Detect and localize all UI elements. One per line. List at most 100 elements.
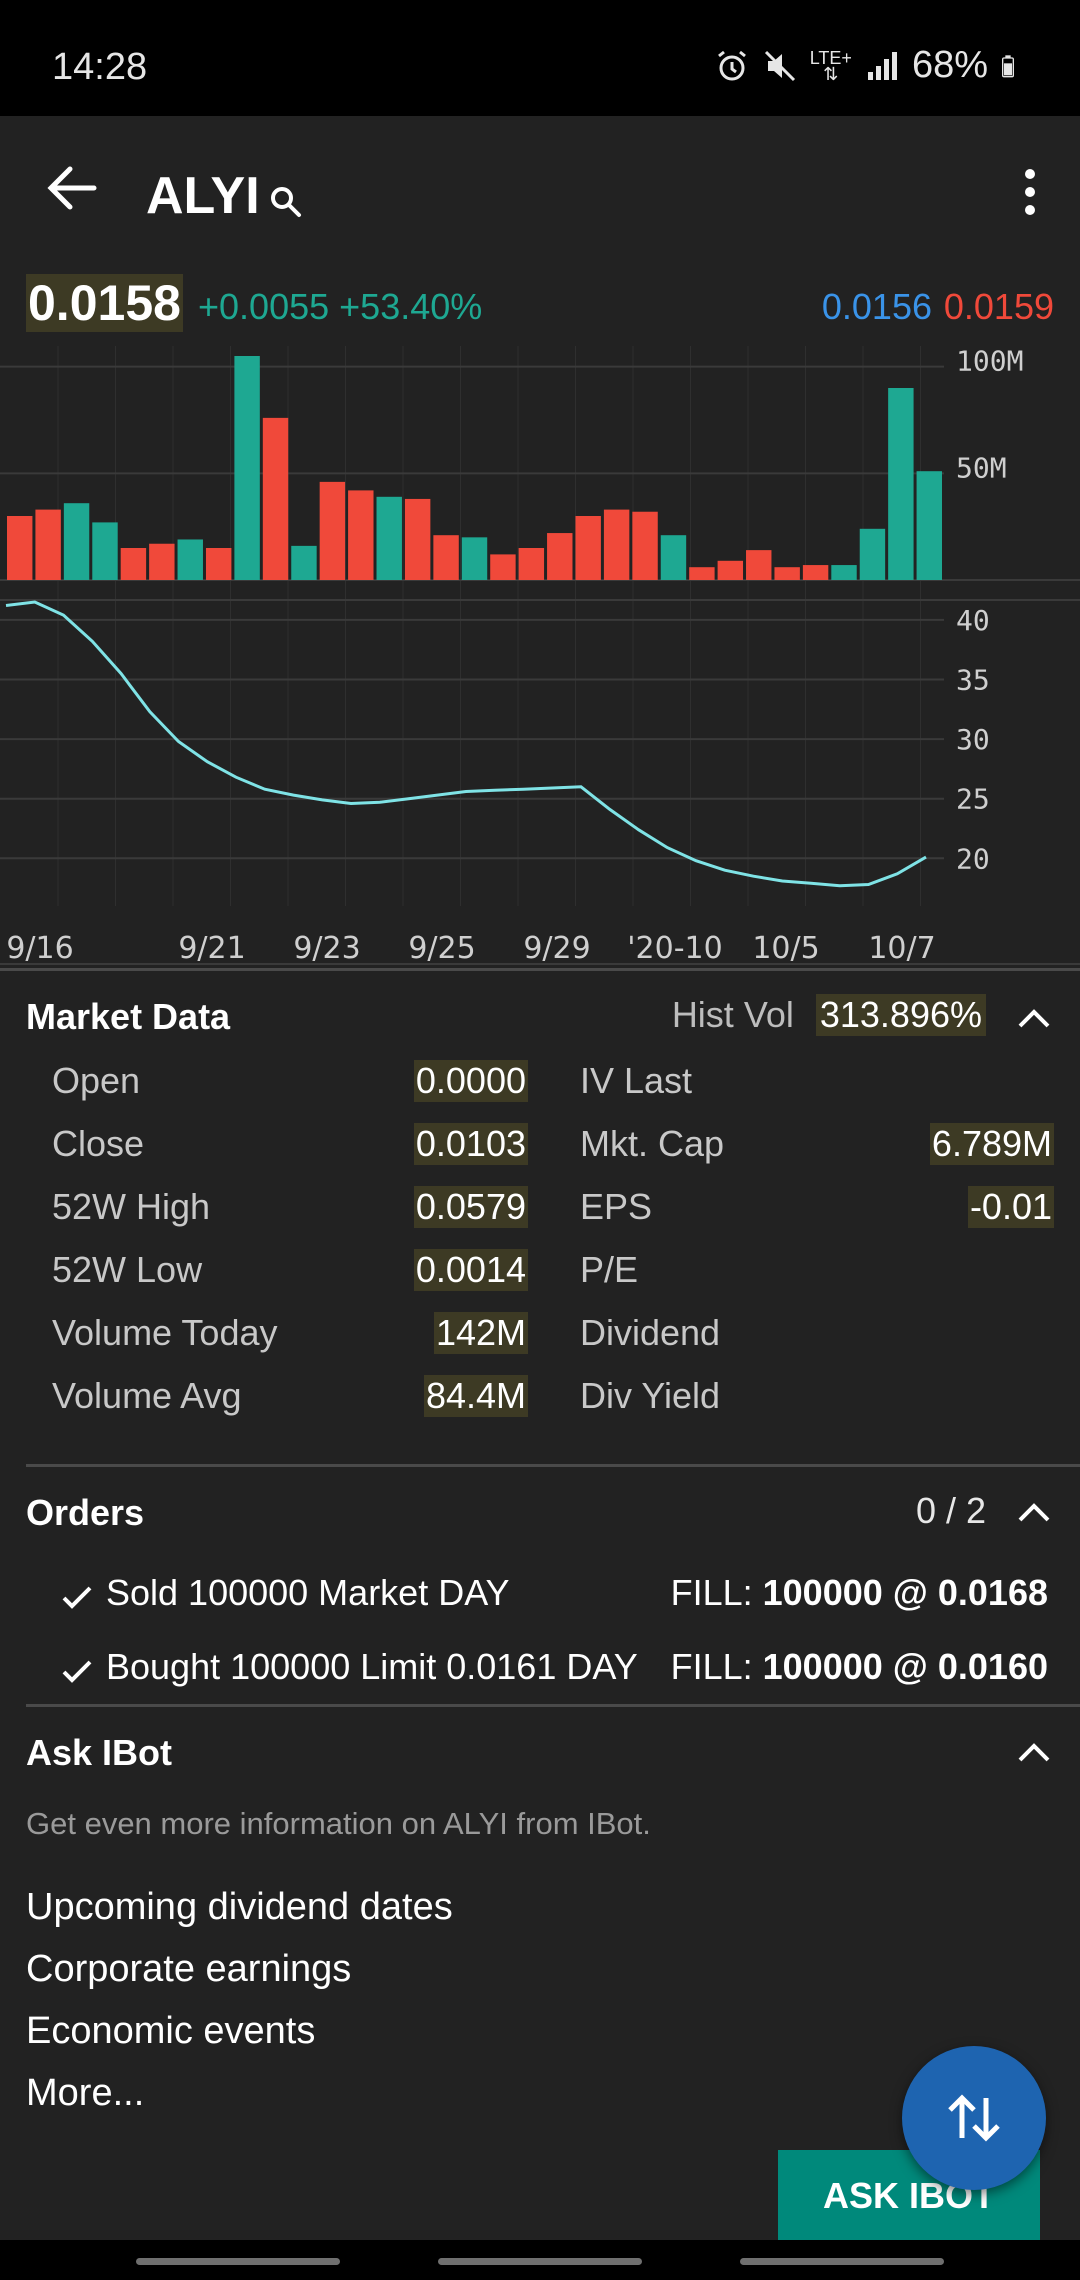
volume-bar — [461, 537, 488, 580]
volume-bar — [575, 516, 601, 580]
chevron-up-icon[interactable] — [1012, 996, 1056, 1040]
metric-value: 6.789M — [929, 1123, 1054, 1165]
status-icons: LTE+ ⇅ 68% — [714, 44, 1024, 87]
check-icon — [62, 1660, 92, 1683]
volume-bar — [205, 548, 232, 580]
volume-bar — [632, 511, 658, 580]
volume-bar — [376, 496, 402, 580]
market-data-row: Volume Today 142M Dividend — [0, 1312, 1080, 1374]
metric-label: 52W High — [52, 1186, 211, 1227]
volume-bar — [92, 522, 118, 580]
quote-bar: 0.0158 +0.0055 +53.40% 0.0156 0.0159 — [0, 266, 1080, 346]
divider — [26, 1464, 1080, 1467]
volume-bar — [603, 509, 630, 580]
metric-value: 0.0579 — [413, 1186, 528, 1228]
arrow-left-icon[interactable] — [40, 156, 104, 220]
volume-bar — [262, 417, 289, 580]
ibot-subtitle: Get even more information on ALYI from I… — [26, 1806, 651, 1841]
market-data-title[interactable]: Market Data — [26, 996, 231, 1037]
symbol-title[interactable]: ALYI — [146, 167, 260, 225]
chevron-up-icon[interactable] — [1012, 1730, 1056, 1774]
orders-title[interactable]: Orders — [26, 1492, 145, 1533]
volume-bar — [149, 543, 175, 580]
metric-label: Volume Avg — [52, 1375, 242, 1416]
volume-bar — [319, 481, 346, 580]
market-data-row: Close 0.0103 Mkt. Cap 6.789M — [0, 1123, 1080, 1185]
nav-home[interactable] — [438, 2258, 642, 2265]
hist-vol-value: 313.896% — [815, 994, 986, 1036]
metric-label: Open — [52, 1060, 141, 1101]
swap-vert-icon — [948, 2094, 1000, 2142]
metric-label: EPS — [580, 1186, 653, 1227]
volume-bar — [177, 539, 203, 580]
volume-bar — [35, 509, 61, 580]
volume-bar — [660, 535, 687, 580]
volume-bar — [547, 533, 573, 580]
ibot-link-economic-events[interactable]: Economic events — [26, 2010, 316, 2052]
volume-tick-label: 100M — [956, 346, 1023, 378]
change-value: +0.0055 — [198, 286, 330, 327]
volume-bar — [234, 356, 260, 580]
order-row[interactable]: Bought 100000 Limit 0.0161 DAY FILL: 100… — [0, 1646, 1080, 1706]
order-fill: FILL: 100000 @ 0.0160 — [670, 1646, 1048, 1687]
hist-vol-label: Hist Vol — [671, 994, 794, 1035]
price-volume-chart[interactable]: 100M 50M 40 35 30 25 20 9/16 9/21 9/23 9/25 9/29 '20… — [0, 346, 1080, 970]
trade-fab-button[interactable] — [902, 2046, 1046, 2190]
divider — [0, 968, 1080, 971]
volume-bar — [802, 565, 829, 580]
price-tick-label: 30 — [956, 723, 990, 756]
ask-price: 0.0159 — [943, 286, 1054, 327]
chart-svg[interactable]: 100M 50M 40 35 30 25 20 9/16 9/21 9/23 9/25 9/29 '20… — [0, 346, 1080, 970]
alarm-icon — [717, 50, 746, 80]
volume-bar — [916, 471, 942, 580]
volume-bar — [490, 554, 516, 580]
chevron-up-icon[interactable] — [1012, 1490, 1056, 1534]
volume-bar — [7, 516, 33, 580]
order-description: Sold 100000 Market DAY — [106, 1572, 510, 1613]
ibot-link-dividends[interactable]: Upcoming dividend dates — [26, 1886, 453, 1928]
last-price: 0.0158 — [26, 274, 183, 332]
price-tick-label: 20 — [956, 842, 990, 875]
volume-bar — [348, 490, 374, 580]
nav-back[interactable] — [740, 2258, 944, 2265]
battery-percent: 68% — [911, 44, 988, 86]
market-data-row: 52W High 0.0579 EPS -0.01 — [0, 1186, 1080, 1248]
metric-value: 84.4M — [423, 1375, 528, 1417]
ibot-title[interactable]: Ask IBot — [26, 1732, 173, 1773]
metric-value: 0.0000 — [413, 1060, 528, 1102]
metric-label: IV Last — [580, 1060, 693, 1101]
hist-vol: Hist Vol 313.896% — [672, 994, 986, 1036]
volume-bar — [689, 567, 715, 580]
volume-bar — [717, 560, 744, 580]
metric-label: P/E — [580, 1249, 639, 1290]
volume-bar — [774, 567, 800, 580]
x-tick-label: 9/29 — [523, 931, 590, 966]
x-tick-label: 9/21 — [178, 931, 245, 966]
price-tick-label: 40 — [956, 604, 990, 637]
volume-bar — [831, 565, 857, 580]
x-tick-label: '20-10 — [627, 931, 722, 966]
ibot-link-more[interactable]: More... — [26, 2072, 145, 2114]
metric-label: Close — [52, 1123, 145, 1164]
metric-label: Dividend — [580, 1312, 721, 1353]
volume-bar — [433, 535, 459, 580]
metric-label: Div Yield — [580, 1375, 721, 1416]
search-icon[interactable] — [268, 184, 304, 220]
order-row[interactable]: Sold 100000 Market DAY FILL: 100000 @ 0.… — [0, 1572, 1080, 1632]
x-tick-label: 10/5 — [752, 931, 819, 966]
metric-label: Volume Today — [52, 1312, 278, 1353]
orders-count: 0 / 2 — [915, 1490, 986, 1531]
nav-recents[interactable] — [136, 2258, 340, 2265]
status-bar: 14:28 LTE+ ⇅ 68% — [0, 0, 1080, 116]
more-vert-icon[interactable] — [1010, 160, 1050, 224]
metric-value: 0.0014 — [413, 1249, 528, 1291]
volume-bar — [63, 503, 90, 580]
signal-icon — [867, 51, 897, 80]
status-time: 14:28 — [52, 46, 148, 88]
system-nav-bar — [0, 2240, 1080, 2280]
metric-label: Mkt. Cap — [580, 1123, 725, 1164]
x-tick-label: 10/7 — [868, 931, 935, 966]
battery-icon — [1002, 54, 1014, 77]
ibot-link-earnings[interactable]: Corporate earnings — [26, 1948, 352, 1990]
price-line — [5, 600, 927, 888]
